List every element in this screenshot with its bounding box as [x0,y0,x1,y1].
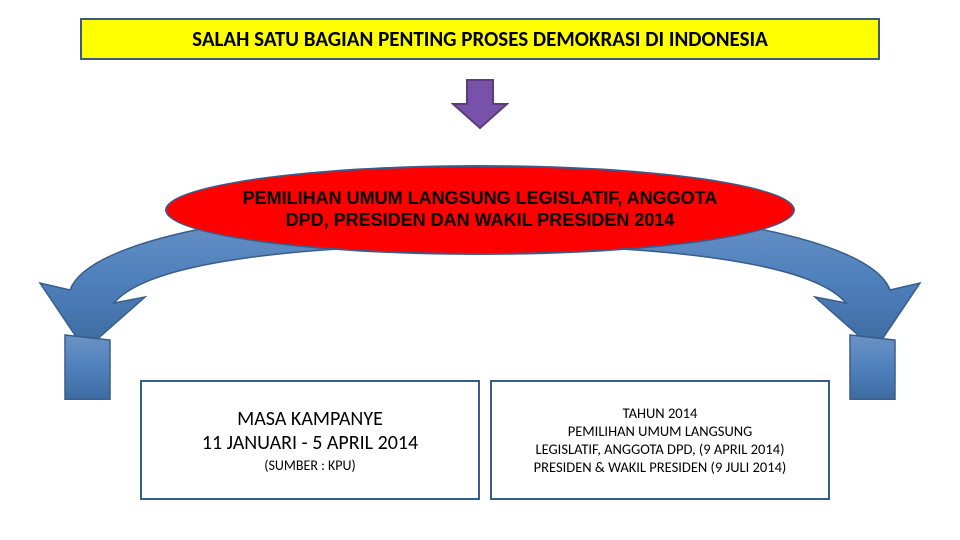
ellipse-line1: PEMILIHAN UMUM LANGSUNG LEGISLATIF, ANGG… [243,188,718,208]
central-ellipse: PEMILIHAN UMUM LANGSUNG LEGISLATIF, ANGG… [165,165,795,255]
right-box-line1: TAHUN 2014 [623,404,698,422]
left-box-line1: MASA KAMPANYE [237,407,383,431]
right-info-box: TAHUN 2014 PEMILIHAN UMUM LANGSUNG LEGIS… [490,380,830,500]
left-info-box: MASA KAMPANYE 11 JANUARI - 5 APRIL 2014 … [140,380,480,500]
right-box-line2: PEMILIHAN UMUM LANGSUNG [568,422,753,440]
title-text: SALAH SATU BAGIAN PENTING PROSES DEMOKRA… [192,26,768,52]
ellipse-line2: DPD, PRESIDEN DAN WAKIL PRESIDEN 2014 [286,210,675,230]
left-box-line3: (SUMBER : KPU) [264,457,356,474]
left-box-line2: 11 JANUARI - 5 APRIL 2014 [202,431,418,455]
title-banner: SALAH SATU BAGIAN PENTING PROSES DEMOKRA… [80,18,880,60]
right-box-line3: LEGISLATIF, ANGGOTA DPD, (9 APRIL 2014) [536,440,785,458]
arrow-down-icon [451,78,509,135]
right-box-line4: PRESIDEN & WAKIL PRESIDEN (9 JULI 2014) [534,458,787,476]
ellipse-text: PEMILIHAN UMUM LANGSUNG LEGISLATIF, ANGG… [183,188,778,231]
